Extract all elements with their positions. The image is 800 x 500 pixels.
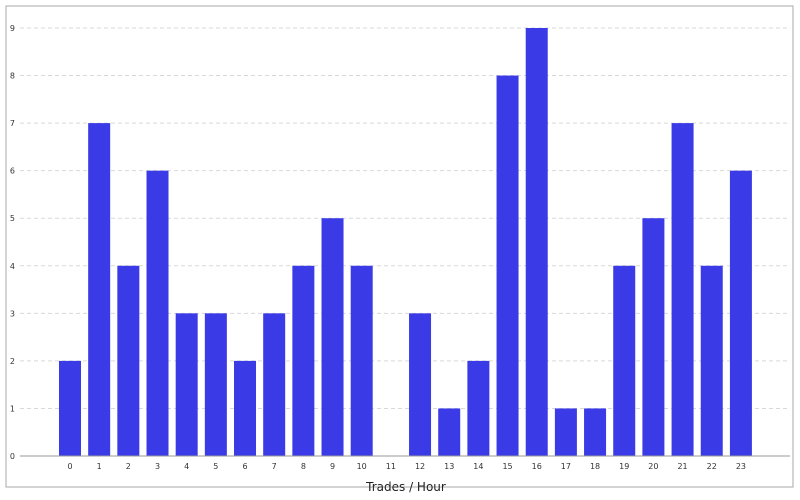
bar-hour-23: [729, 170, 752, 456]
x-tick-label: 9: [330, 462, 335, 471]
x-tick-label: 17: [561, 462, 571, 471]
x-tick-label: 18: [590, 462, 600, 471]
y-tick-label: 8: [10, 72, 15, 81]
x-tick-label: 22: [707, 462, 717, 471]
x-tick-label: 21: [677, 462, 687, 471]
x-tick-label: 11: [386, 462, 396, 471]
x-tick-label: 23: [736, 462, 746, 471]
x-tick-label: 6: [242, 462, 247, 471]
bar-hour-20: [642, 218, 665, 456]
x-tick-label: 4: [184, 462, 189, 471]
x-axis-title: Trades / Hour: [365, 480, 446, 494]
y-tick-label: 5: [10, 214, 15, 223]
bar-hour-17: [554, 408, 577, 456]
y-tick-label: 4: [10, 262, 15, 271]
x-tick-label: 5: [213, 462, 218, 471]
bar-hour-5: [204, 313, 227, 456]
x-tick-label: 0: [67, 462, 72, 471]
x-tick-label: 13: [444, 462, 454, 471]
bar-hour-3: [146, 170, 169, 456]
x-tick-labels: 0 1 2 3 4 5 6 7 8 9 10 11 12 13 14 15 16 17 18 19 20 21 22 23: [67, 462, 746, 471]
bar-hour-18: [584, 408, 607, 456]
bars-layer: [59, 28, 752, 457]
y-tick-label: 6: [10, 167, 15, 176]
bar-hour-15: [496, 75, 519, 457]
x-tick-label: 20: [648, 462, 658, 471]
x-tick-label: 7: [272, 462, 277, 471]
y-tick-labels: 0 1 2 3 4 5 6 7 8 9: [10, 24, 15, 461]
bar-hour-12: [409, 313, 432, 456]
x-tick-label: 10: [357, 462, 367, 471]
x-tick-label: 14: [473, 462, 483, 471]
bar-hour-0: [59, 360, 81, 456]
x-tick-label: 1: [97, 462, 102, 471]
y-tick-label: 9: [10, 24, 15, 33]
bar-hour-21: [671, 123, 694, 456]
bar-hour-9: [321, 218, 344, 456]
bar-hour-22: [700, 265, 723, 456]
x-tick-label: 16: [532, 462, 542, 471]
bar-hour-4: [175, 313, 198, 456]
y-tick-label: 1: [10, 404, 15, 413]
y-tick-label: 2: [10, 357, 15, 366]
bar-hour-19: [613, 265, 636, 456]
bar-hour-6: [234, 360, 257, 456]
plot-border: [5, 5, 794, 488]
y-tick-label: 0: [10, 452, 15, 461]
bar-hour-16: [525, 28, 548, 456]
x-tick-label: 8: [301, 462, 306, 471]
bar-hour-7: [263, 313, 286, 456]
bar-hour-13: [438, 408, 461, 456]
x-tick-label: 15: [502, 462, 512, 471]
x-tick-label: 19: [619, 462, 629, 471]
bar-hour-1: [88, 123, 111, 456]
y-tick-label: 3: [10, 309, 15, 318]
bar-hour-2: [117, 265, 140, 456]
x-tick-label: 2: [126, 462, 131, 471]
y-tick-label: 7: [10, 119, 15, 128]
bar-hour-14: [467, 360, 490, 456]
bar-hour-10: [350, 265, 373, 456]
bar-hour-8: [292, 265, 315, 456]
x-tick-label: 3: [155, 462, 160, 471]
x-tick-label: 12: [415, 462, 425, 471]
